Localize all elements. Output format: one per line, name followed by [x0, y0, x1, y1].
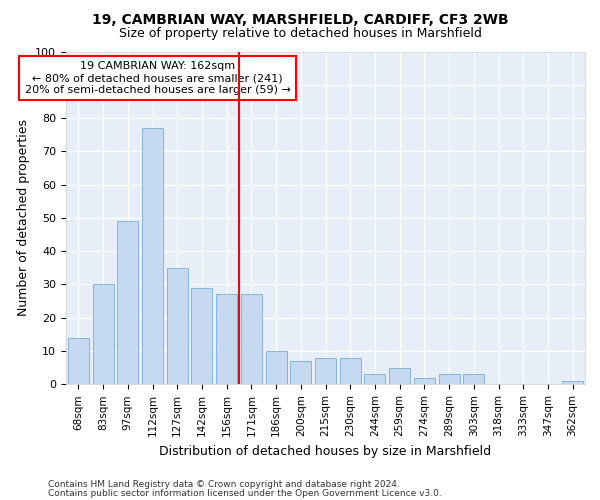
Bar [68, 338, 89, 384]
Bar [364, 374, 385, 384]
Text: Size of property relative to detached houses in Marshfield: Size of property relative to detached ho… [119, 28, 481, 40]
Bar [241, 294, 262, 384]
Y-axis label: Number of detached properties: Number of detached properties [17, 120, 30, 316]
Bar [266, 351, 287, 384]
Bar [191, 288, 212, 384]
X-axis label: Distribution of detached houses by size in Marshfield: Distribution of detached houses by size … [160, 444, 491, 458]
Bar [290, 361, 311, 384]
Bar [315, 358, 336, 384]
Bar [117, 221, 138, 384]
Bar [414, 378, 435, 384]
Text: Contains public sector information licensed under the Open Government Licence v3: Contains public sector information licen… [48, 489, 442, 498]
Bar [216, 294, 237, 384]
Text: Contains HM Land Registry data © Crown copyright and database right 2024.: Contains HM Land Registry data © Crown c… [48, 480, 400, 489]
Bar [167, 268, 188, 384]
Bar [389, 368, 410, 384]
Text: 19, CAMBRIAN WAY, MARSHFIELD, CARDIFF, CF3 2WB: 19, CAMBRIAN WAY, MARSHFIELD, CARDIFF, C… [92, 12, 508, 26]
Bar [463, 374, 484, 384]
Bar [340, 358, 361, 384]
Bar [92, 284, 113, 384]
Bar [562, 381, 583, 384]
Text: 19 CAMBRIAN WAY: 162sqm
← 80% of detached houses are smaller (241)
20% of semi-d: 19 CAMBRIAN WAY: 162sqm ← 80% of detache… [25, 62, 290, 94]
Bar [439, 374, 460, 384]
Bar [142, 128, 163, 384]
